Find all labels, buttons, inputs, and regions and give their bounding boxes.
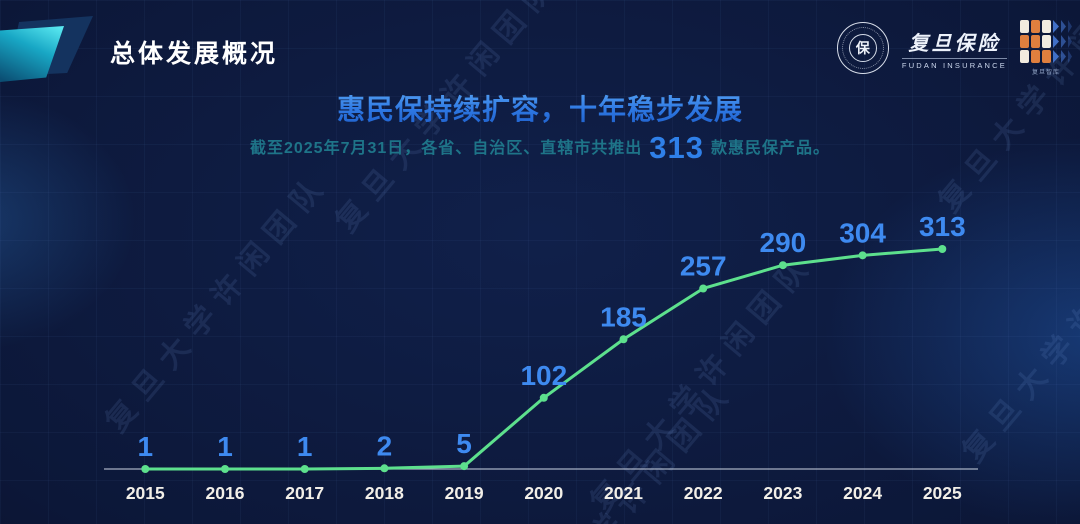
data-point (778, 261, 787, 270)
data-label: 1 (217, 431, 233, 462)
page-title: 总体发展概况 (110, 40, 279, 68)
data-label: 313 (919, 211, 966, 242)
slide-title: 惠民保持续扩容，十年稳步发展 (0, 88, 1080, 128)
fudan-insurance-wordmark: 复旦保险 FUDAN INSURANCE (901, 27, 1007, 70)
data-label: 5 (456, 428, 472, 459)
thinktank-grid-icon (1020, 20, 1072, 65)
data-point (619, 335, 628, 344)
fudan-insurance-name-en: FUDAN INSURANCE (901, 57, 1007, 70)
data-point (938, 245, 947, 253)
x-tick-label: 2018 (365, 483, 404, 503)
data-point (858, 251, 867, 260)
data-point (221, 465, 229, 473)
data-label: 290 (760, 227, 807, 258)
subtitle-suffix: 款惠民保产品。 (711, 140, 831, 157)
data-label: 304 (839, 217, 886, 248)
x-tick-label: 2022 (684, 483, 723, 503)
x-tick-label: 2019 (445, 483, 484, 503)
data-point (300, 465, 309, 473)
data-point (380, 464, 389, 473)
x-tick-label: 2017 (285, 483, 324, 503)
subtitle-highlight-number: 313 (649, 130, 704, 165)
data-point (141, 465, 150, 473)
thinktank-caption: 复旦智库 (1031, 70, 1060, 76)
data-label: 1 (297, 431, 313, 462)
data-point (539, 393, 548, 402)
x-tick-label: 2015 (126, 483, 165, 503)
fudan-thinktank-logo: 复旦智库 (1020, 20, 1072, 76)
slide-subtitle: 截至2025年7月31日，各省、自治区、直辖市共推出 313 款惠民保产品。 (0, 132, 1080, 163)
fudan-insurance-seal-icon: 保 (836, 22, 889, 74)
x-tick-label: 2023 (763, 483, 802, 503)
data-point (460, 462, 469, 471)
data-label: 2 (377, 430, 393, 461)
data-point (699, 284, 708, 293)
x-tick-label: 2025 (923, 483, 962, 503)
logo-group: 保 复旦保险 FUDAN INSURANCE 复旦智库 (836, 20, 1072, 76)
x-tick-label: 2020 (524, 483, 563, 503)
x-tick-label: 2024 (843, 483, 882, 503)
data-label: 1 (138, 431, 154, 462)
data-label: 102 (520, 360, 567, 391)
data-label: 257 (680, 250, 727, 281)
data-label: 185 (600, 301, 647, 332)
fudan-insurance-name-cn: 复旦保险 (908, 30, 1001, 55)
x-tick-label: 2021 (604, 483, 643, 503)
x-tick-label: 2016 (206, 483, 245, 503)
subtitle-prefix: 截至2025年7月31日，各省、自治区、直辖市共推出 (249, 140, 643, 157)
